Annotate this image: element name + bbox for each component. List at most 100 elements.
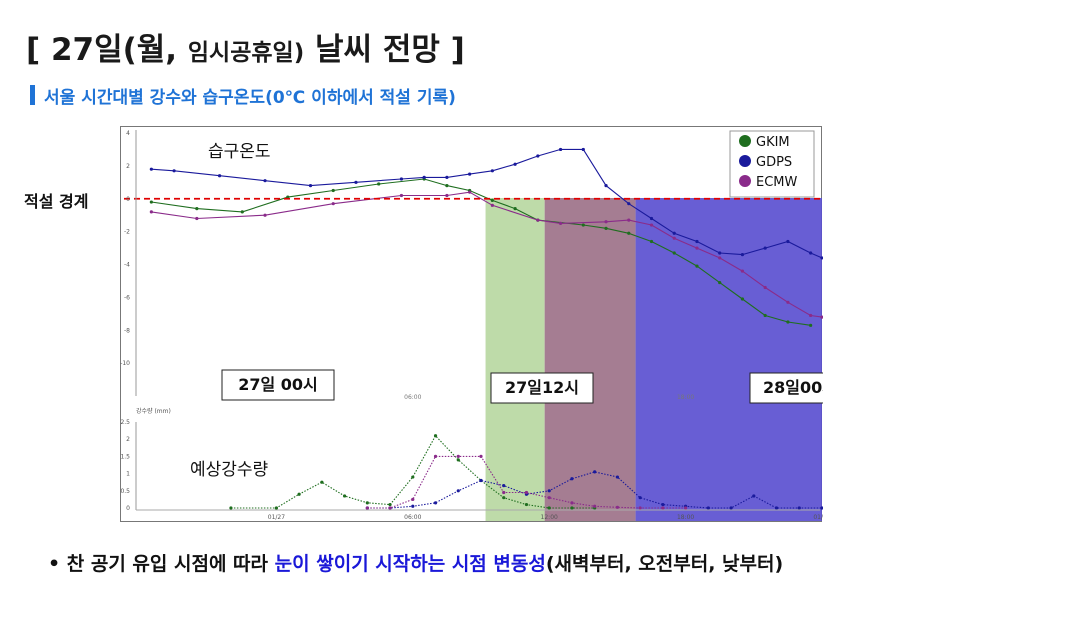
precip-point-gdps (456, 489, 460, 493)
precip-point-gkim (320, 480, 324, 484)
precip-point-ecmw (593, 504, 597, 508)
precip-point-gdps (752, 494, 756, 498)
temp-point-gkim (377, 182, 381, 186)
legend-label-gdps: GDPS (756, 155, 792, 170)
precip-point-gdps (706, 506, 710, 510)
temp-point-gdps (149, 167, 153, 171)
time-label-box: 27일12시 (490, 372, 594, 404)
temp-point-gkim (627, 231, 631, 235)
temp-y-tick-label: -2 (124, 229, 130, 236)
precip-point-gdps (638, 496, 642, 500)
temp-point-ecmw (786, 300, 790, 304)
precip-point-ecmw (570, 501, 574, 505)
temp-point-gkim (809, 323, 813, 327)
temp-point-ecmw (490, 203, 494, 207)
precip-y-tick-label: 2.5 (120, 419, 130, 426)
temp-point-gdps (809, 251, 813, 255)
precip-point-gkim (411, 475, 415, 479)
precip-point-gkim (502, 496, 506, 500)
precip-point-gkim (388, 502, 392, 507)
precip-point-ecmw (502, 490, 506, 495)
bullet-suffix: (새벽부터, 오전부터, 낮부터) (545, 553, 784, 575)
period-band-blue (635, 198, 822, 521)
temp-y-tick-label: 0 (126, 196, 130, 203)
page-subtitle: 서울 시간대별 강수와 습구온도(0℃ 이하에서 적설 기록) (44, 88, 456, 108)
temp-point-ecmw (627, 218, 631, 222)
period-band-green (485, 198, 545, 521)
temp-point-gdps (627, 202, 631, 206)
temp-series-gdps (151, 148, 823, 259)
precip-point-gkim (274, 506, 278, 510)
temp-point-gkim (149, 200, 153, 204)
temp-point-ecmw (468, 190, 472, 194)
temp-point-gdps (820, 256, 823, 260)
precip-point-gdps (479, 478, 483, 483)
time-label-box: 27일 00시 (221, 369, 335, 401)
temp-point-gkim (331, 188, 335, 193)
temp-point-gdps (558, 147, 563, 152)
title-small: 임시공휴일) (187, 40, 305, 66)
temp-point-ecmw (740, 269, 745, 273)
precip-point-ecmw (547, 496, 551, 500)
legend-label-ecmw: ECMW (756, 175, 798, 190)
temp-point-gdps (445, 175, 449, 179)
precip-point-ecmw (661, 506, 665, 510)
temp-point-ecmw (445, 193, 449, 198)
precip-y-tick-label: 0 (126, 505, 130, 512)
precip-point-gdps (615, 475, 619, 479)
temp-chart-title: 습구온도 (208, 142, 271, 162)
precip-point-ecmw (388, 506, 392, 510)
precip-point-gkim (297, 492, 301, 496)
precip-point-ecmw (411, 497, 415, 501)
legend-swatch-ecmw (739, 175, 751, 187)
precip-axis-label: 강수량 (mm) (136, 407, 171, 415)
precip-point-gkim (433, 434, 438, 438)
temp-point-gdps (263, 179, 267, 183)
period-band-mauve (544, 198, 636, 521)
temp-point-gdps (786, 239, 790, 244)
temp-point-gkim (490, 198, 494, 202)
temp-point-gkim (240, 210, 244, 214)
precip-x-tick-label: 01/27 (268, 514, 285, 521)
title-prefix: [ 27일(월, (26, 32, 178, 68)
temp-point-ecmw (672, 236, 676, 240)
temp-point-gdps (672, 231, 676, 235)
temp-point-gkim (445, 184, 449, 188)
subtitle-accent-bar (30, 85, 35, 105)
temp-point-gdps (217, 174, 222, 178)
page-title: [ 27일(월, 임시공휴일) 날씨 전망 ] (26, 24, 465, 69)
precip-point-gkim (365, 501, 369, 505)
precip-point-ecmw (456, 454, 460, 458)
precip-point-gdps (570, 477, 574, 481)
temp-x-tick-label: 18:00 (677, 394, 694, 401)
precip-point-gdps (661, 502, 665, 507)
temp-point-ecmw (536, 218, 540, 222)
precip-point-ecmw (479, 454, 483, 458)
temp-y-tick-label: -8 (124, 327, 130, 334)
temp-point-ecmw (718, 256, 722, 260)
precip-point-gdps (774, 506, 779, 510)
bullet-highlight: 눈이 쌓이기 시작하는 시점 변동성 (274, 553, 546, 575)
time-label-frame (490, 372, 594, 404)
bullet-prefix: • 찬 공기 유입 시점에 따라 (48, 553, 269, 575)
precip-point-gdps (433, 501, 438, 505)
temp-point-ecmw (809, 313, 813, 318)
precip-point-gdps (797, 506, 801, 510)
temp-point-gdps (354, 180, 358, 184)
precip-chart-title: 예상강수량 (190, 460, 269, 480)
precip-x-tick-label: 18:00 (677, 514, 694, 521)
temp-point-gdps (422, 175, 426, 179)
temp-point-gdps (695, 239, 699, 244)
temp-point-gdps (740, 253, 745, 257)
temp-point-ecmw (604, 220, 608, 224)
temp-point-gdps (399, 177, 404, 181)
temp-point-gkim (786, 320, 790, 324)
temp-point-gdps (763, 246, 767, 250)
temp-point-gdps (604, 184, 608, 188)
temp-point-gkim (695, 264, 699, 268)
temp-point-ecmw (649, 223, 654, 227)
chart-container: 4 2 0 -2 -4 -6 -8 -10 06:00 12:00 18:00 0 0.5 1 1.5 2 2.… (120, 126, 823, 522)
threshold-side-label: 적설 경계 (24, 192, 89, 211)
temp-point-ecmw (558, 221, 563, 226)
precip-point-gkim (547, 506, 551, 510)
